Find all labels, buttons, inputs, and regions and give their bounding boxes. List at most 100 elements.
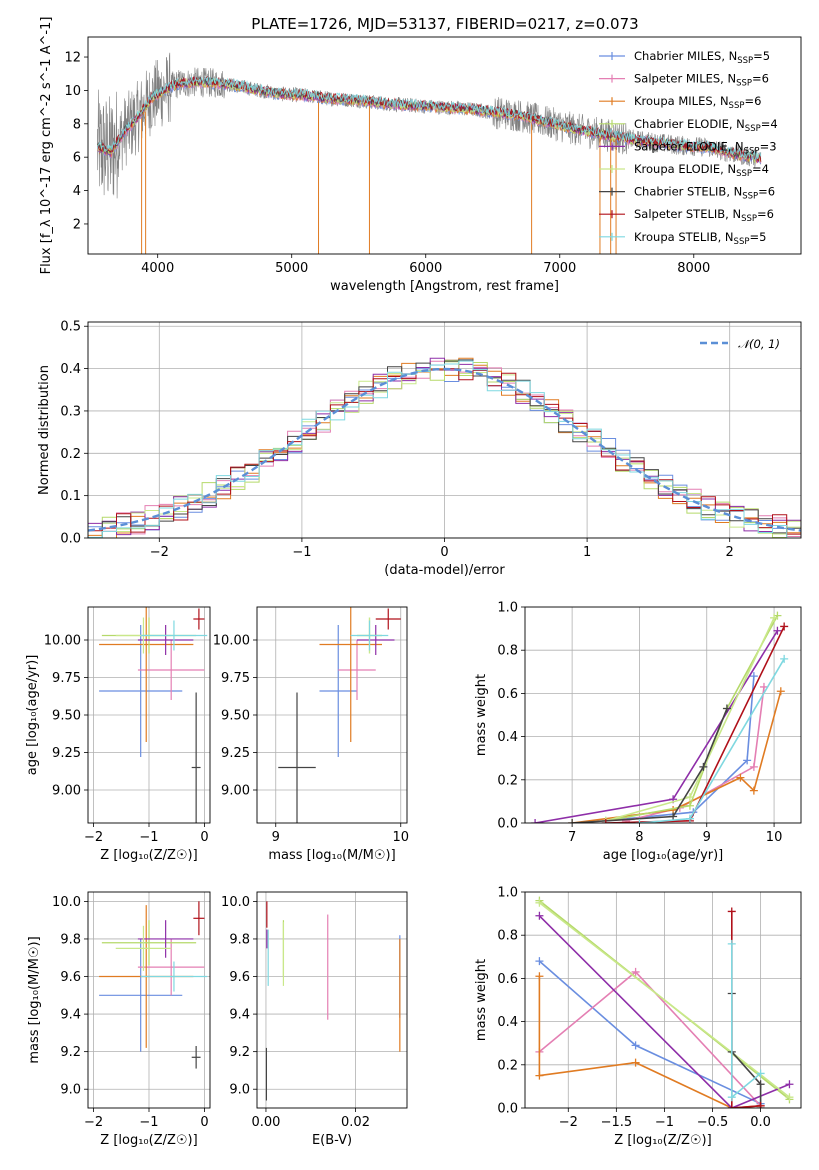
y-tick-label: 0.2 [497, 773, 518, 788]
y-tick-label: 10.00 [44, 634, 81, 649]
y-tick-label: 10.0 [52, 895, 81, 910]
y-tick-label: 0.6 [497, 687, 518, 702]
plot-area [88, 892, 210, 1108]
series-line [731, 943, 762, 1099]
y-tick-label: 0.8 [497, 929, 518, 944]
histogram-step [88, 360, 801, 538]
y-tick-label: 12 [64, 51, 81, 66]
x-tick-label: 9 [272, 830, 280, 845]
x-tick-label: −2 [84, 1115, 103, 1130]
panel-residual-histogram: −2 −1 0 1 2 0.0 0.1 0.2 0.3 0.4 0.5 (data-model)/er… [37, 320, 802, 578]
plot-area [525, 892, 801, 1108]
y-tick-label: 0.6 [497, 972, 518, 987]
y-axis-label: mass weight [474, 674, 489, 756]
series-marker [727, 907, 736, 916]
x-tick-label: 2 [726, 545, 734, 560]
y-tick-label: 4 [73, 184, 81, 199]
spectrum-model-line [96, 76, 762, 162]
series-marker [756, 1069, 765, 1078]
plot-area [88, 322, 801, 538]
y-tick-label: 9.50 [221, 709, 250, 724]
series-marker [770, 613, 779, 622]
plot-area [525, 607, 801, 823]
series-marker [727, 1093, 736, 1102]
y-tick-label: 9.75 [221, 671, 250, 686]
legend-label: Salpeter ELODIE, NSSP=3 [634, 139, 777, 156]
series-line [538, 915, 790, 1108]
series-marker [785, 1093, 794, 1102]
series-marker [749, 786, 758, 795]
series-marker [749, 672, 758, 681]
y-tick-label: 9.6 [60, 970, 81, 985]
legend-label: Kroupa ELODIE, NSSP=4 [634, 162, 769, 179]
axes-frame [524, 606, 802, 824]
series-marker [631, 1041, 640, 1050]
axes-frame [256, 606, 408, 824]
series-marker [759, 682, 768, 691]
series-marker [621, 816, 630, 823]
panel-mass-weight-vs-Z: −2 −1.5 −1 −0.5 0.0 0.0 0.2 0.4 0.6 0.8 1.0 Z [log₁… [474, 886, 802, 1148]
y-tick-label: 0.1 [60, 489, 81, 504]
series-marker [756, 1080, 765, 1089]
x-axis-label: E(B-V) [312, 1133, 352, 1148]
y-tick-label: 0.8 [497, 644, 518, 659]
y-tick-label: 9.6 [229, 970, 250, 985]
series-marker [776, 687, 785, 696]
y-axis-label: Normed distribution [37, 365, 52, 495]
legend-label: Kroupa STELIB, NSSP=5 [634, 230, 766, 247]
legend-label: Chabrier STELIB, NSSP=6 [634, 185, 775, 202]
series-marker [669, 812, 678, 821]
x-tick-label: 0 [200, 830, 208, 845]
x-tick-label: −1 [655, 1115, 674, 1130]
y-tick-label: 0.2 [497, 1058, 518, 1073]
y-tick-label: 9.25 [221, 746, 250, 761]
gaussian-curve [88, 367, 801, 532]
series-marker [743, 756, 752, 765]
axes-frame [524, 891, 802, 1109]
axes-frame [87, 321, 802, 539]
series-marker [685, 801, 694, 810]
axes-frame [87, 891, 211, 1109]
y-tick-label: 2 [73, 217, 81, 232]
legend-label: Kroupa MILES, NSSP=6 [634, 94, 761, 111]
y-tick-label: 9.0 [60, 1083, 81, 1098]
y-tick-label: 9.25 [52, 746, 81, 761]
x-tick-label: −2 [150, 545, 169, 560]
y-tick-label: 0.4 [497, 730, 518, 745]
series-marker [785, 1080, 794, 1089]
series-line [538, 960, 761, 1105]
x-tick-label: −1 [139, 1115, 158, 1130]
panel-mass-vs-EBV: 0.00 0.02 9.0 9.2 9.4 9.6 9.8 10.0 E(B-V) [221, 891, 408, 1148]
y-tick-label: 9.00 [52, 784, 81, 799]
x-axis-label: Z [log₁₀(Z/Z☉)] [100, 848, 197, 863]
y-tick-label: 0.0 [497, 817, 518, 832]
x-tick-label: 10 [766, 830, 783, 845]
series-marker [535, 911, 544, 920]
y-tick-label: 9.50 [52, 709, 81, 724]
x-tick-label: 0 [200, 1115, 208, 1130]
series-marker [535, 1071, 544, 1080]
legend-label: Salpeter MILES, NSSP=6 [634, 72, 769, 89]
series-marker [601, 819, 610, 823]
y-tick-label: 9.2 [229, 1045, 250, 1060]
series-line [572, 708, 728, 823]
y-tick-label: 10.0 [221, 895, 250, 910]
spectrum-model-line [96, 76, 762, 160]
y-tick-label: 9.4 [229, 1008, 250, 1023]
legend: Chabrier MILES, NSSP=5 Salpeter MILES, NS… [599, 49, 778, 247]
legend-label: 𝒩(0, 1) [738, 337, 780, 351]
y-axis-label: mass weight [474, 959, 489, 1041]
y-tick-label: 0.0 [60, 532, 81, 547]
y-tick-label: 0.0 [497, 1102, 518, 1117]
x-axis-label: age [log₁₀(age/yr)] [603, 848, 724, 863]
series-marker [749, 762, 758, 771]
series-marker [780, 622, 789, 631]
axes-frame [87, 606, 211, 824]
y-tick-label: 9.75 [52, 671, 81, 686]
x-tick-label: −2 [84, 830, 103, 845]
y-tick-label: 9.2 [60, 1045, 81, 1060]
y-tick-label: 1.0 [497, 886, 518, 901]
x-tick-label: −0.5 [697, 1115, 729, 1130]
panel-spectrum: 4000 5000 6000 7000 8000 2 4 6 8 10 12 wavelength [… [39, 17, 802, 294]
